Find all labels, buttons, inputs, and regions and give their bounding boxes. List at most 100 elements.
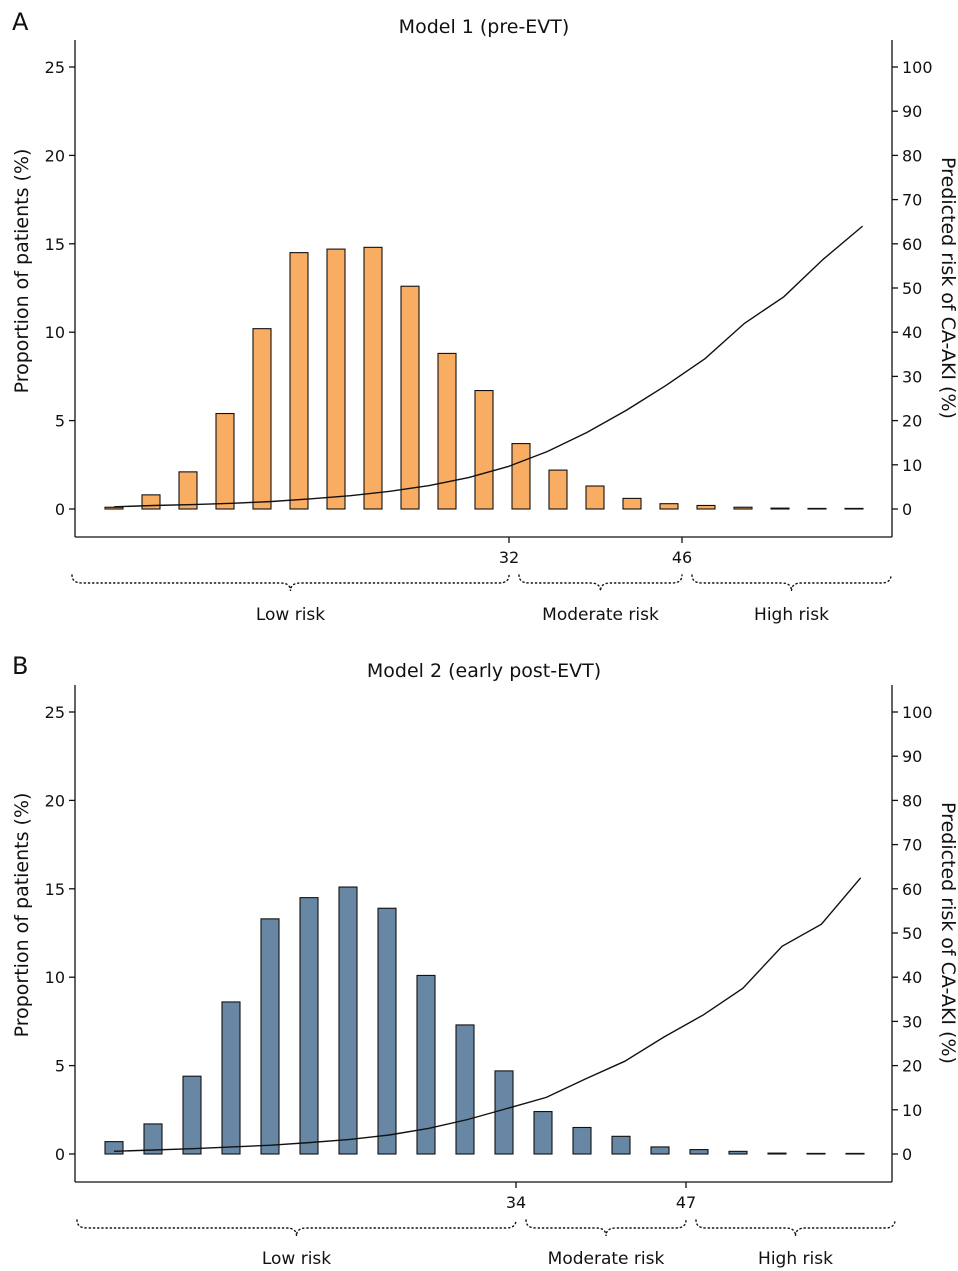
bar — [770, 507, 790, 510]
bar — [650, 1146, 670, 1155]
bar — [104, 1141, 124, 1155]
risk-group-label: Moderate risk — [542, 605, 659, 625]
y-tick-label: 15 — [45, 880, 65, 899]
risk-group-label: Low risk — [256, 605, 325, 625]
y2-tick-label: 30 — [902, 1012, 922, 1031]
y2-tick-label: 10 — [902, 1101, 922, 1120]
y-tick-label: 10 — [45, 968, 65, 987]
y2-tick-label: 20 — [902, 412, 922, 431]
bar — [806, 1152, 826, 1155]
bar — [437, 352, 457, 510]
y2-tick-label: 0 — [902, 500, 912, 519]
bar — [494, 1070, 514, 1155]
panel-letter: B — [12, 652, 28, 680]
bar — [474, 389, 494, 510]
risk-group-brace — [518, 574, 683, 592]
bar — [728, 1150, 748, 1155]
risk-group-brace — [71, 574, 510, 592]
y-tick-label: 10 — [45, 323, 65, 342]
bar — [611, 1135, 631, 1155]
y-axis-title: Proportion of patients (%) — [11, 793, 33, 1038]
y2-axis-title: Predicted risk of CA-AKI (%) — [937, 157, 958, 419]
y2-tick-label: 60 — [902, 880, 922, 899]
risk-curve-line — [113, 877, 862, 1152]
bar — [696, 504, 716, 510]
risk-group-label: Moderate risk — [548, 1249, 665, 1269]
risk-group-brace — [76, 1219, 517, 1237]
y2-tick-label: 100 — [902, 58, 933, 77]
y-tick-label: 5 — [55, 412, 65, 431]
bar — [533, 1111, 553, 1155]
bar — [178, 471, 198, 510]
cut-point-label: 32 — [499, 548, 519, 567]
bar — [182, 1075, 202, 1155]
chart-title: Model 1 (pre-EVT) — [399, 16, 570, 38]
bar — [215, 412, 235, 510]
bar — [659, 503, 679, 510]
bar — [689, 1149, 709, 1155]
bar — [572, 1126, 592, 1155]
y2-axis-title: Predicted risk of CA-AKI (%) — [937, 802, 958, 1064]
y2-tick-label: 100 — [902, 703, 933, 722]
bar — [377, 907, 397, 1155]
y-tick-label: 20 — [45, 146, 65, 165]
bar — [622, 497, 642, 510]
y2-tick-label: 40 — [902, 968, 922, 987]
bar — [338, 886, 358, 1155]
y2-tick-label: 60 — [902, 235, 922, 254]
bar — [548, 469, 568, 510]
bar — [141, 494, 161, 510]
y-axis-title: Proportion of patients (%) — [11, 149, 33, 394]
risk-curve-line — [113, 225, 864, 508]
risk-group-brace — [691, 574, 892, 592]
bar — [455, 1024, 475, 1155]
y2-tick-label: 50 — [902, 279, 922, 298]
y2-tick-label: 90 — [902, 747, 922, 766]
y2-tick-label: 40 — [902, 323, 922, 342]
risk-group-brace — [525, 1219, 687, 1237]
y2-tick-label: 70 — [902, 191, 922, 210]
panel-a: A Model 1 (pre-EVT) 0 5 10 15 20 25 0 10 20 30 40 50 6… — [11, 8, 958, 625]
chart-title: Model 2 (early post-EVT) — [367, 660, 601, 682]
bar — [844, 507, 864, 510]
y2-tick-label: 90 — [902, 102, 922, 121]
bar — [400, 285, 420, 510]
panel-b: B Model 2 (early post-EVT) 0 5 10 15 20 25 0 10 20… — [11, 652, 958, 1269]
panel-letter: A — [12, 8, 29, 36]
risk-group-label: High risk — [758, 1249, 833, 1269]
y2-tick-label: 10 — [902, 456, 922, 475]
cut-point-label: 34 — [506, 1193, 526, 1212]
bar — [363, 246, 383, 510]
y-tick-label: 25 — [45, 58, 65, 77]
cut-point-label: 46 — [672, 548, 692, 567]
bar — [252, 328, 272, 510]
bar — [289, 252, 309, 510]
y-tick-label: 0 — [55, 1145, 65, 1164]
bar — [511, 443, 531, 510]
bar — [733, 506, 753, 510]
y2-tick-label: 50 — [902, 924, 922, 943]
y2-tick-label: 20 — [902, 1057, 922, 1076]
y2-tick-label: 80 — [902, 146, 922, 165]
risk-group-label: Low risk — [262, 1249, 331, 1269]
bar — [299, 897, 319, 1155]
cut-point-label: 47 — [676, 1193, 696, 1212]
risk-group-brace — [695, 1219, 896, 1237]
y2-tick-label: 30 — [902, 367, 922, 386]
bar — [221, 1001, 241, 1155]
bar — [326, 248, 346, 510]
bar — [104, 506, 124, 510]
bar — [585, 485, 605, 510]
y-tick-label: 0 — [55, 500, 65, 519]
bar — [807, 507, 827, 510]
risk-group-label: High risk — [754, 605, 829, 625]
y-tick-label: 20 — [45, 791, 65, 810]
y-tick-label: 5 — [55, 1057, 65, 1076]
bar — [845, 1152, 865, 1155]
y-tick-label: 25 — [45, 703, 65, 722]
bar — [260, 918, 280, 1155]
bar — [143, 1123, 163, 1155]
bar — [416, 974, 436, 1155]
y-tick-label: 15 — [45, 235, 65, 254]
